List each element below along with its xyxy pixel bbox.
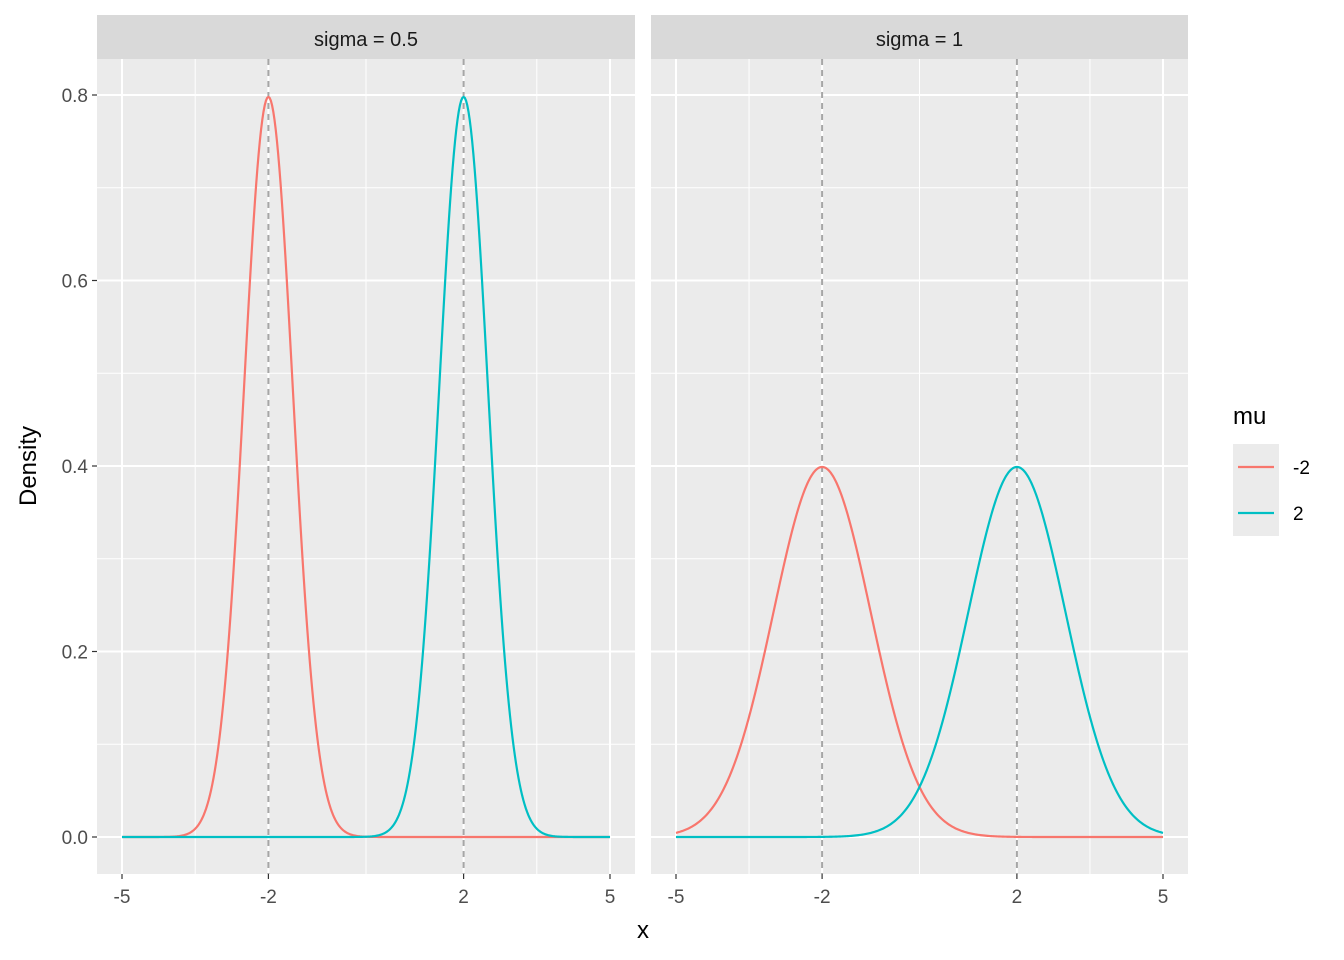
y-tick-label: 0.2 — [62, 643, 88, 664]
legend-key-background — [1233, 444, 1279, 536]
x-tick-label: -5 — [668, 887, 685, 908]
y-tick-label: 0.6 — [62, 272, 88, 293]
x-tick-label: 5 — [1158, 887, 1169, 908]
y-axis-title: Density — [15, 426, 42, 506]
x-axes: -5 -2 2 5 -5 -2 2 5 — [114, 874, 1169, 908]
legend-label-mu-2: 2 — [1293, 504, 1304, 525]
facet-strip-label: sigma = 1 — [876, 29, 963, 51]
x-tick-label: -5 — [114, 887, 131, 908]
density-line-mu-2 — [122, 95, 610, 839]
facet-strip-background — [651, 15, 1188, 59]
facet-panel-2: sigma = 1 — [651, 15, 1188, 874]
legend-label-mu-neg2: -2 — [1293, 458, 1310, 479]
x-tick-label: 5 — [605, 887, 616, 908]
x-tick-label: 2 — [1012, 887, 1023, 908]
panels: sigma = 0.5 sigma = 1 — [97, 15, 1188, 874]
x-tick-label: -2 — [260, 887, 277, 908]
x-tick-label: 2 — [458, 887, 469, 908]
facet-panel-1: sigma = 0.5 — [97, 15, 635, 874]
y-axis: 0.0 0.2 0.4 0.6 0.8 — [62, 86, 97, 849]
legend-title: mu — [1233, 403, 1266, 430]
facet-strip-background — [97, 15, 635, 59]
y-tick-label: 0.4 — [62, 457, 89, 478]
density-line-mu-2 — [676, 465, 1164, 839]
facet-strip-label: sigma = 0.5 — [314, 29, 418, 51]
legend: mu -2 2 — [1233, 403, 1310, 536]
y-tick-label: 0.8 — [62, 86, 88, 107]
x-axis-title: x — [637, 917, 649, 944]
y-tick-label: 0.0 — [62, 828, 88, 849]
x-tick-label: -2 — [814, 887, 831, 908]
